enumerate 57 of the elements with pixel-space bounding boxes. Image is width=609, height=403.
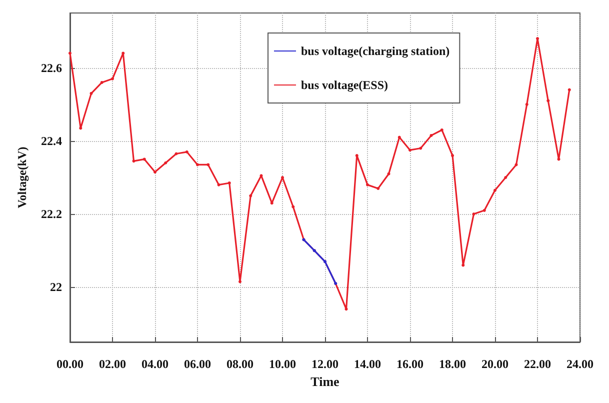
point (68, 52, 72, 55)
point (462, 264, 465, 267)
point (79, 126, 82, 130)
point (122, 52, 125, 55)
point (514, 163, 518, 166)
x-tick-label: 06.00 (184, 357, 211, 371)
x-tick-label: 10.00 (269, 357, 296, 371)
point (419, 146, 422, 150)
point (196, 163, 199, 166)
line-series (302, 238, 338, 286)
point (355, 154, 358, 158)
point (185, 150, 188, 154)
point (504, 176, 508, 179)
point (344, 308, 348, 311)
y-axis-title: Voltage(kV) (15, 146, 29, 208)
point (398, 136, 401, 139)
x-tick-label: 20.00 (482, 357, 508, 371)
point (472, 212, 476, 216)
x-tick-label: 22.00 (524, 357, 551, 371)
legend-label: bus voltage(ESS) (301, 78, 388, 92)
point (366, 183, 369, 186)
x-tick-label: 24.00 (566, 357, 594, 371)
point (142, 158, 146, 161)
legend-label: bus voltage(charging station) (301, 44, 450, 58)
point (557, 158, 560, 161)
y-tick-label: 22.4 (41, 134, 62, 148)
x-tick-label: 00.00 (56, 357, 84, 371)
x-tick-label: 16.00 (396, 357, 424, 371)
point (90, 92, 93, 95)
point (174, 152, 178, 156)
point (546, 99, 550, 102)
point (270, 202, 274, 205)
point (292, 205, 295, 208)
y-tick-label: 22.6 (41, 60, 62, 75)
x-tick-label: 02.00 (99, 357, 126, 371)
y-tick-label: 22.2 (41, 207, 62, 222)
point (100, 80, 104, 84)
point (376, 186, 380, 190)
point (408, 148, 412, 152)
point (494, 188, 496, 192)
point (206, 163, 210, 166)
x-tick-label: 04.00 (142, 357, 168, 371)
x-tick-label: 12.00 (312, 357, 338, 371)
point (482, 208, 486, 212)
point (430, 134, 433, 137)
point (111, 77, 114, 80)
x-tick-label: 18.00 (439, 357, 466, 371)
point (525, 102, 528, 106)
x-axis-title: Time (310, 374, 340, 389)
y-tick-label: 22 (50, 280, 62, 294)
line-series (68, 37, 571, 311)
point (249, 194, 252, 198)
point (440, 128, 444, 132)
x-tick-label: 08.00 (226, 357, 254, 371)
point (132, 160, 136, 163)
x-tick-label: 14.00 (354, 357, 381, 371)
point (164, 161, 168, 164)
